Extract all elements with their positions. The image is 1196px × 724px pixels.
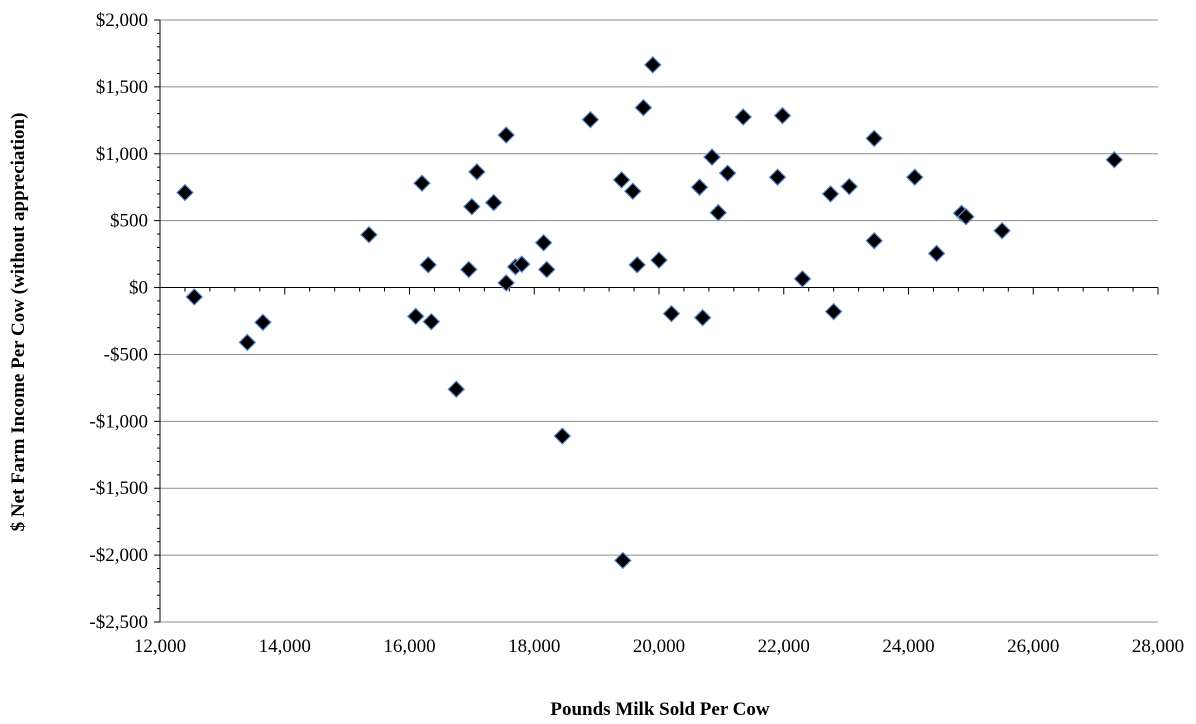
x-tick-label: 24,000 bbox=[882, 636, 934, 657]
data-point bbox=[643, 55, 662, 74]
x-tick-label: 28,000 bbox=[1132, 636, 1184, 657]
y-tick-label: $0 bbox=[129, 278, 148, 299]
data-point bbox=[419, 255, 438, 274]
data-point bbox=[709, 203, 728, 222]
data-point bbox=[459, 260, 478, 279]
y-tick-label: -$500 bbox=[104, 344, 148, 365]
data-point bbox=[768, 168, 787, 187]
data-point bbox=[468, 162, 486, 181]
y-tick-labels: $2,000 $1,500 $1,000 $500 $0 -$500 -$1,000 -$1,… bbox=[89, 10, 148, 633]
y-tick-label: -$2,000 bbox=[89, 545, 148, 566]
y-axis-title: $ Net Farm Income Per Cow (without appre… bbox=[8, 113, 29, 532]
data-point bbox=[993, 221, 1011, 240]
data-point bbox=[534, 233, 553, 252]
x-tick-labels: 12,000 14,000 16,000 18,000 20,000 22,000 24,0… bbox=[134, 636, 1184, 657]
x-tick-label: 22,000 bbox=[758, 636, 810, 657]
data-point bbox=[422, 312, 441, 331]
data-point bbox=[360, 225, 378, 244]
data-point bbox=[927, 244, 946, 263]
data-point bbox=[840, 177, 859, 196]
x-tick-label: 16,000 bbox=[383, 636, 435, 657]
y-tick-label: -$1,000 bbox=[89, 411, 148, 432]
x-tick-label: 14,000 bbox=[259, 636, 311, 657]
y-tick-label: $2,000 bbox=[96, 10, 148, 31]
data-point bbox=[413, 174, 431, 193]
data-point bbox=[690, 178, 709, 197]
data-point bbox=[254, 313, 272, 332]
y-tick-label: $1,500 bbox=[96, 77, 148, 98]
data-point bbox=[957, 207, 975, 226]
data-point bbox=[821, 185, 840, 203]
gridlines bbox=[160, 19, 1158, 623]
data-point bbox=[793, 270, 812, 288]
x-tick-label: 26,000 bbox=[1007, 636, 1059, 657]
data-point bbox=[176, 183, 194, 202]
data-point bbox=[612, 171, 631, 189]
x-axis-title: Pounds Milk Sold Per Cow bbox=[550, 699, 770, 720]
y-tick-label: -$2,500 bbox=[89, 612, 148, 633]
y-tick-label: $1,000 bbox=[96, 144, 148, 165]
data-point bbox=[703, 148, 721, 166]
data-point bbox=[693, 308, 712, 327]
data-point bbox=[628, 255, 647, 274]
data-point bbox=[623, 182, 642, 201]
data-point bbox=[185, 288, 204, 306]
data-point bbox=[1105, 150, 1124, 169]
data-point bbox=[497, 274, 516, 292]
data-point bbox=[537, 260, 556, 279]
data-point bbox=[447, 380, 466, 399]
y-tick-label: -$1,500 bbox=[89, 478, 148, 499]
data-point bbox=[463, 197, 481, 216]
x-tick-label: 20,000 bbox=[633, 636, 685, 657]
data-point bbox=[484, 193, 503, 212]
data-point bbox=[865, 129, 884, 148]
data-point bbox=[238, 333, 257, 352]
data-points bbox=[176, 55, 1124, 570]
data-point bbox=[865, 231, 884, 250]
x-tick-label: 18,000 bbox=[508, 636, 560, 657]
data-point bbox=[824, 302, 843, 321]
data-point bbox=[773, 106, 792, 125]
data-point bbox=[581, 110, 600, 129]
data-point bbox=[662, 304, 681, 323]
data-point bbox=[718, 164, 737, 183]
data-point bbox=[734, 108, 753, 126]
data-point bbox=[553, 427, 572, 445]
data-point bbox=[406, 307, 425, 326]
y-tick-label: $500 bbox=[110, 211, 148, 232]
axes bbox=[154, 19, 1159, 623]
data-point bbox=[634, 98, 653, 117]
x-tick-label: 12,000 bbox=[134, 636, 186, 657]
data-point bbox=[497, 126, 516, 144]
data-point bbox=[512, 255, 531, 273]
data-point bbox=[650, 251, 668, 269]
data-point bbox=[905, 168, 924, 187]
data-point bbox=[613, 551, 632, 570]
